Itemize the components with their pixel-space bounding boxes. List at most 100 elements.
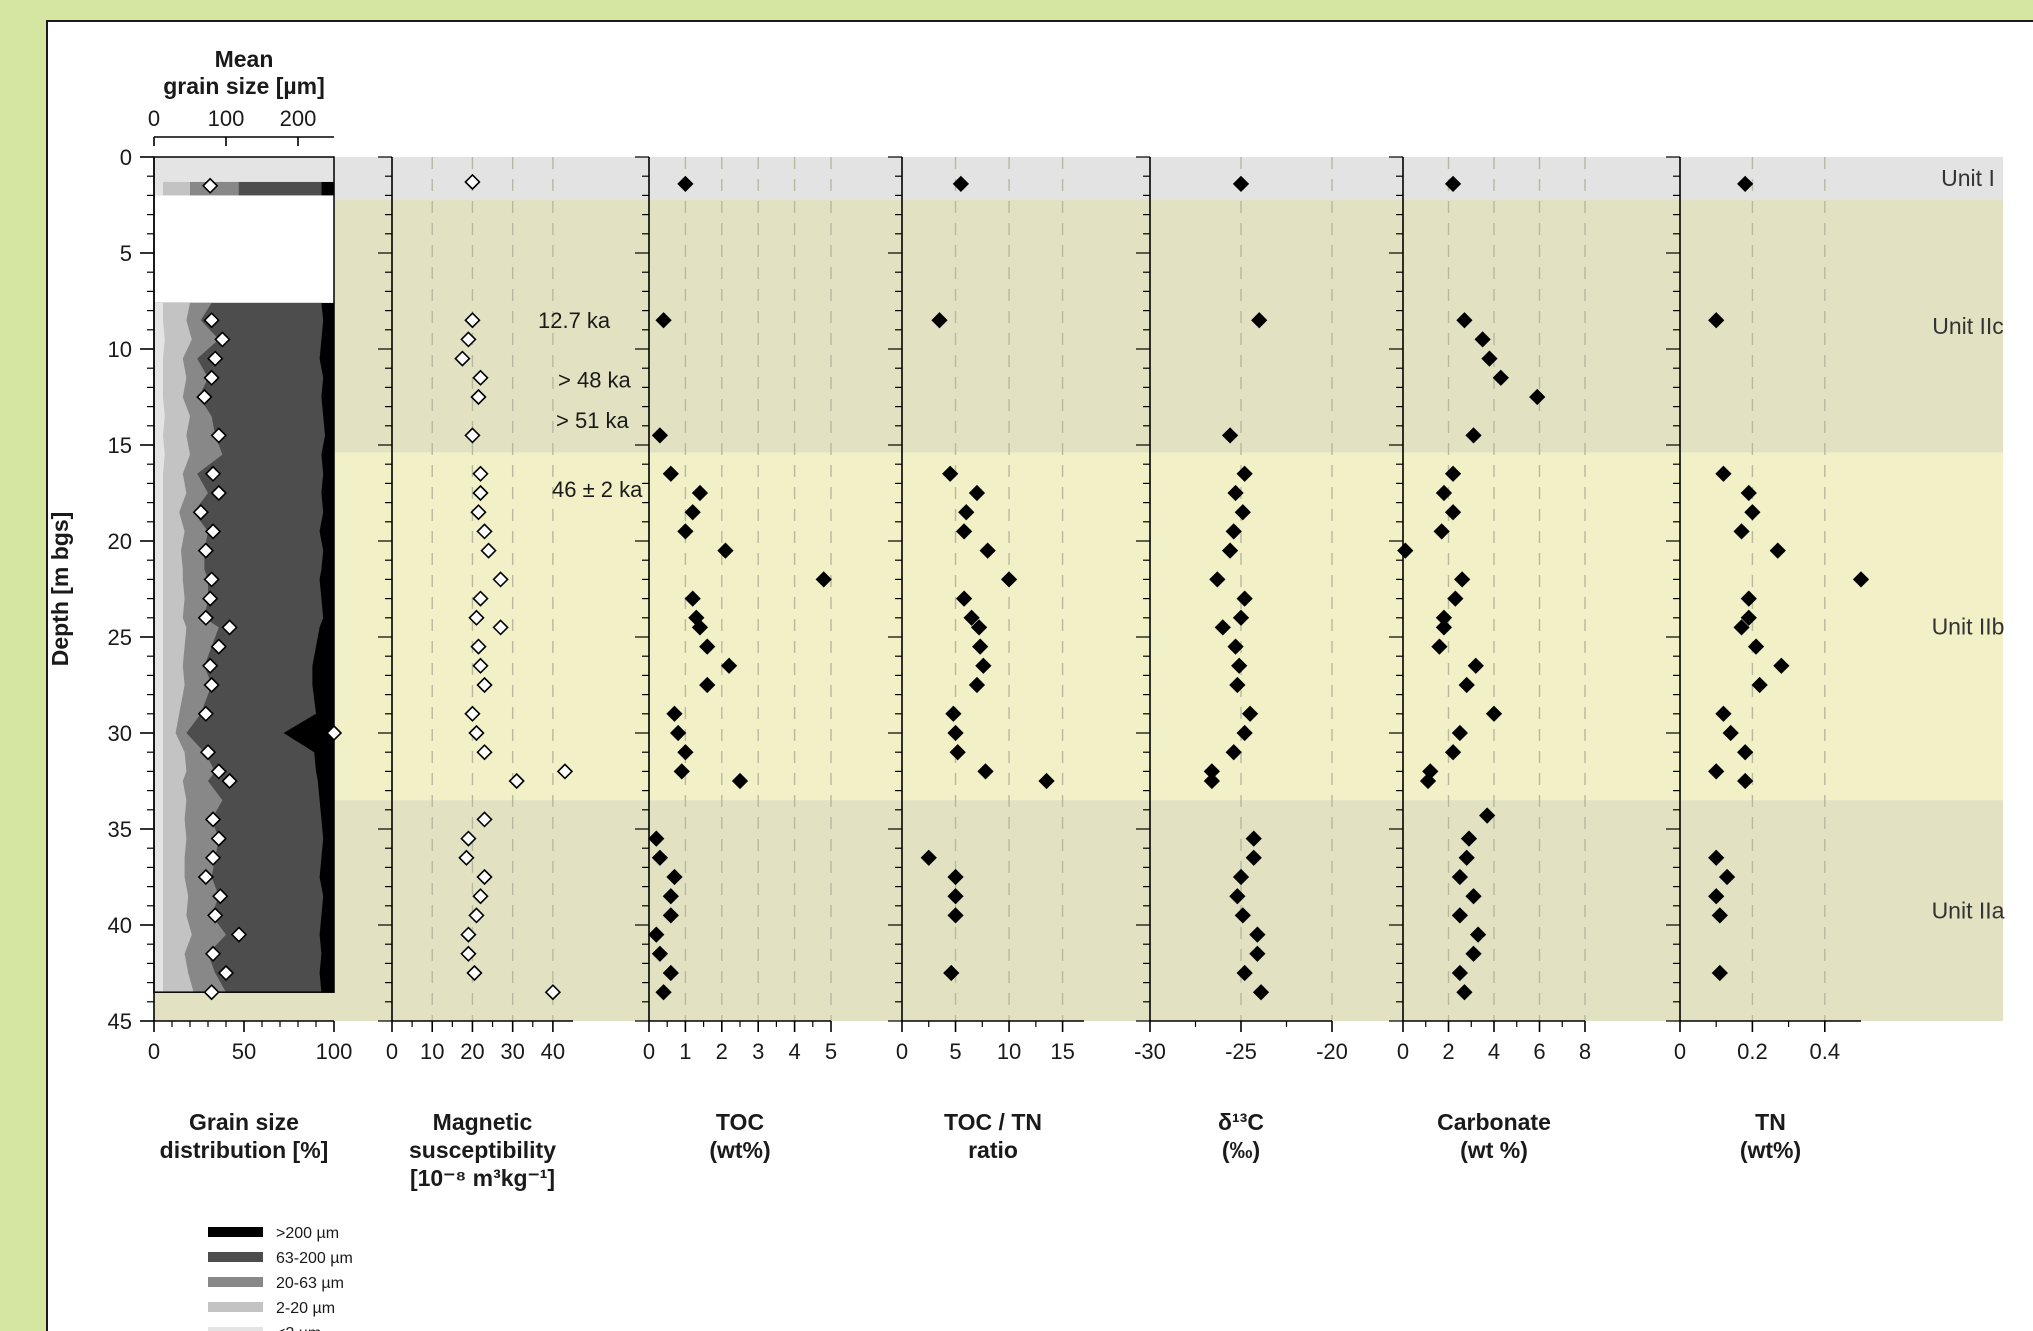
mean-grain-marker bbox=[203, 312, 220, 329]
toc-tn-ratio-marker bbox=[975, 657, 992, 674]
toc-tn-ratio-marker bbox=[943, 964, 960, 982]
magnetic-susceptibility-marker bbox=[460, 926, 477, 943]
toc-tn-ratio-marker bbox=[955, 590, 973, 607]
tn-marker bbox=[1852, 571, 1870, 588]
delta13c-marker bbox=[1234, 504, 1251, 521]
grain-layer-cum_2_20 bbox=[154, 302, 194, 993]
magnetic-susceptibility-marker bbox=[492, 571, 509, 588]
mean-grain-marker bbox=[203, 571, 220, 588]
unit-band bbox=[154, 157, 2003, 200]
toc-x-tick-label: 5 bbox=[825, 1039, 837, 1064]
tn-marker bbox=[1708, 849, 1725, 866]
toc-tn-ratio-marker bbox=[942, 465, 959, 482]
carbonate-x-tick-label: 6 bbox=[1533, 1039, 1545, 1064]
legend-swatch bbox=[208, 1227, 263, 1237]
toc-tn-ratio-marker bbox=[947, 907, 964, 924]
grain-top-layer bbox=[163, 181, 190, 196]
magnetic-susceptibility-marker bbox=[508, 772, 525, 790]
mean-grain-marker bbox=[204, 849, 222, 866]
carbonate-marker bbox=[1456, 984, 1473, 1001]
toc-marker bbox=[684, 504, 701, 521]
magnetic-susceptibility-marker bbox=[470, 638, 487, 655]
toc-tn-ratio-marker bbox=[945, 705, 962, 722]
legend-label: 20-63 µm bbox=[276, 1275, 344, 1292]
delta13c-marker bbox=[1241, 705, 1259, 722]
magnetic-susceptibility-marker bbox=[460, 945, 477, 962]
mean-grain-marker bbox=[203, 984, 220, 1001]
toc-marker bbox=[731, 772, 749, 790]
tn-x-tick-label: 0.4 bbox=[1810, 1039, 1841, 1064]
tn-marker bbox=[1733, 523, 1750, 540]
mean-grain-marker bbox=[204, 465, 222, 482]
delta13c-marker bbox=[1236, 590, 1253, 607]
carbonate-marker bbox=[1465, 888, 1482, 905]
carbonate-marker bbox=[1447, 590, 1464, 607]
mean-grain-marker bbox=[210, 427, 227, 444]
toc-marker bbox=[669, 724, 687, 742]
delta13c-marker bbox=[1209, 571, 1226, 588]
legend-label: >200 µm bbox=[276, 1225, 339, 1242]
magnetic-susceptibility-marker bbox=[472, 590, 489, 607]
mean-grain-marker bbox=[217, 964, 235, 982]
depth-tick-label: 25 bbox=[108, 625, 132, 650]
mean-grain-marker bbox=[210, 484, 227, 502]
carbonate-marker bbox=[1444, 175, 1462, 193]
mean-grain-marker bbox=[204, 523, 222, 540]
delta13c-marker bbox=[1221, 427, 1239, 444]
toc-tn-ratio-marker bbox=[970, 619, 988, 636]
grain-top-layer bbox=[154, 181, 163, 196]
toc-marker bbox=[815, 571, 832, 588]
delta13c-marker bbox=[1245, 849, 1262, 866]
tn-marker bbox=[1715, 705, 1732, 722]
grain-gap bbox=[154, 195, 334, 303]
carbonate-x-tick-label: 4 bbox=[1488, 1039, 1500, 1064]
delta13c-marker bbox=[1227, 484, 1244, 502]
toc-marker bbox=[691, 619, 709, 636]
toc-marker bbox=[655, 984, 672, 1001]
carbonate-marker bbox=[1451, 964, 1469, 982]
delta13c-marker bbox=[1249, 945, 1266, 962]
legend-swatch bbox=[208, 1252, 263, 1262]
toc-marker bbox=[662, 888, 679, 905]
carbonate-marker bbox=[1433, 523, 1450, 540]
magnetic-susceptibility-marker bbox=[454, 350, 471, 367]
magnetic-susceptibility-marker bbox=[460, 331, 477, 348]
magnetic-susceptibility-x-tick-label: 20 bbox=[460, 1039, 484, 1064]
depth-tick-label: 20 bbox=[108, 529, 132, 554]
tn-marker bbox=[1708, 888, 1725, 905]
toc-tn-ratio-x-tick-label: 10 bbox=[997, 1039, 1021, 1064]
tn-axis-title: (wt%) bbox=[1740, 1137, 1801, 1163]
unit-label: Unit IIc bbox=[1932, 313, 2004, 339]
legend-swatch bbox=[208, 1277, 263, 1287]
tn-marker bbox=[1733, 619, 1750, 636]
grain-x-tick-label: 50 bbox=[232, 1039, 256, 1064]
tn-marker bbox=[1737, 772, 1754, 790]
tn-axis-title: TN bbox=[1755, 1109, 1786, 1135]
carbonate-marker bbox=[1451, 724, 1469, 742]
magnetic-susceptibility-marker bbox=[492, 619, 509, 636]
mean-grain-marker bbox=[199, 744, 217, 761]
magnetic-susceptibility-marker bbox=[556, 763, 574, 780]
age-label: > 51 ka bbox=[556, 408, 630, 433]
tn-marker bbox=[1740, 590, 1757, 607]
toc-tn-ratio-marker bbox=[1000, 571, 1018, 588]
legend-swatch bbox=[208, 1302, 263, 1312]
toc-tn-ratio-marker bbox=[968, 676, 986, 694]
mean-grain-marker bbox=[202, 590, 219, 607]
unit-label: Unit IIb bbox=[1932, 613, 2005, 639]
toc-tn-ratio-marker bbox=[947, 724, 964, 742]
legend-label: <2 µm bbox=[276, 1325, 321, 1331]
mean-tick-label: 100 bbox=[208, 106, 245, 131]
delta13c-marker bbox=[1236, 465, 1253, 482]
mean-grain-marker bbox=[210, 763, 227, 780]
carbonate-marker bbox=[1451, 907, 1469, 924]
mean-grain-marker bbox=[196, 388, 213, 406]
delta13c-marker bbox=[1232, 868, 1250, 886]
toc-marker bbox=[662, 964, 679, 982]
carbonate-marker bbox=[1435, 484, 1453, 502]
toc-tn-ratio-x-tick-label: 15 bbox=[1050, 1039, 1074, 1064]
tn-marker bbox=[1751, 676, 1768, 694]
grain-x-tick-label: 0 bbox=[148, 1039, 160, 1064]
delta13c-marker bbox=[1236, 964, 1253, 982]
